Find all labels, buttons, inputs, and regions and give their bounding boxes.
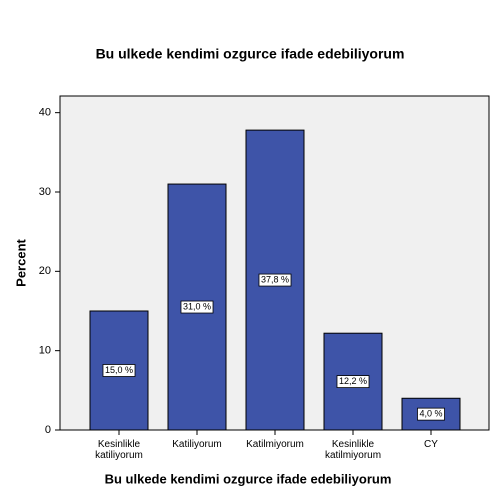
chart-title: Bu ulkede kendimi ozgurce ifade edebiliy… (96, 46, 405, 62)
value-label: 31,0 % (183, 301, 211, 311)
x-tick-label: Katilmiyorum (246, 439, 304, 450)
x-tick-label: Kesinlikle katiliyorum (95, 439, 143, 461)
x-tick-label: Katiliyorum (172, 439, 221, 450)
y-tick-label: 20 (39, 265, 51, 277)
value-label: 15,0 % (105, 365, 133, 375)
value-label-box (180, 300, 214, 314)
y-tick-label: 40 (39, 107, 51, 119)
y-tick-label: 30 (39, 186, 51, 198)
x-tick-label: CY (424, 439, 438, 450)
value-label-box (417, 407, 445, 421)
y-tick-label: 10 (39, 345, 51, 357)
value-label: 12,2 % (339, 376, 367, 386)
value-label: 4,0 % (419, 409, 442, 419)
y-tick-label: 0 (45, 424, 51, 436)
value-label-box (102, 364, 136, 377)
x-axis-label: Bu ulkede kendimi ozgurce ifade edebiliy… (105, 471, 392, 486)
x-tick-label: Kesinlikle katilmiyorum (325, 439, 381, 461)
y-axis-label: Percent (13, 238, 28, 286)
value-label-box (258, 273, 292, 287)
value-label: 37,8 % (261, 274, 289, 284)
value-label-box (336, 375, 370, 389)
